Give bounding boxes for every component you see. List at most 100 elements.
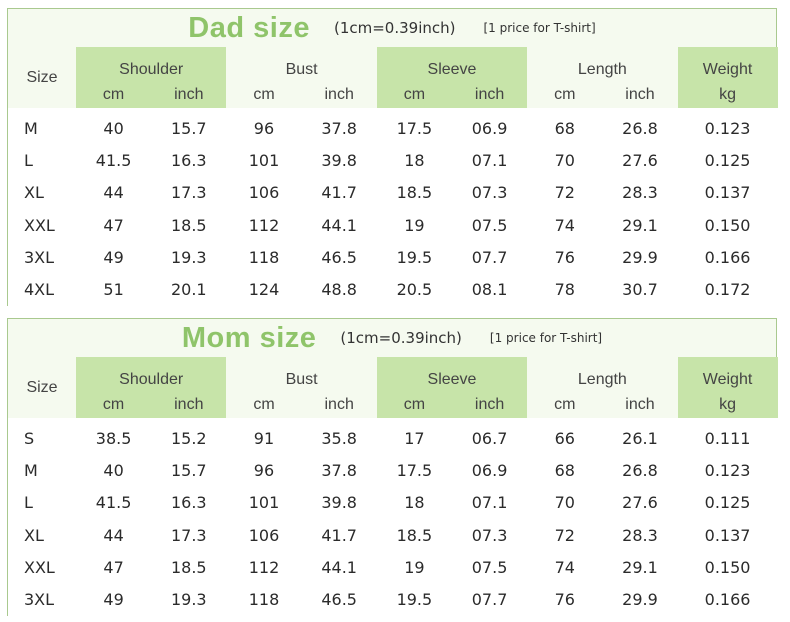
mom-size-chart: Mom size (1cm=0.39inch) [1 price for T-shi… <box>7 318 778 616</box>
measurement-cell: 46.5 <box>301 583 377 616</box>
measurement-cell: 17.3 <box>151 176 227 209</box>
price-note: [1 price for T-shirt] <box>483 21 596 35</box>
measurement-cell: 18.5 <box>151 208 227 242</box>
measurement-cell: 49 <box>76 241 152 274</box>
measurement-cell: 30.7 <box>602 273 678 306</box>
measurement-cell: 70 <box>527 144 603 177</box>
measurement-cell: 26.8 <box>602 108 678 145</box>
price-note: [1 price for T-shirt] <box>489 331 603 345</box>
measurement-cell: 18.5 <box>151 551 227 584</box>
measurement-cell: 76 <box>527 241 603 274</box>
measurement-cell: 101 <box>226 144 302 177</box>
measurement-cell: 17 <box>376 418 452 455</box>
group-header-shoulder: Shoulder <box>76 47 227 82</box>
table-row: S 38.5 15.2 91 35.8 17 06.7 66 26.1 0.111 <box>8 418 778 455</box>
measurement-cell: 124 <box>226 273 302 306</box>
measurement-cell: 15.7 <box>151 454 227 487</box>
measurement-cell: 06.7 <box>451 418 528 455</box>
measurement-cell: 29.9 <box>602 241 678 274</box>
measurement-cell: 19 <box>376 551 452 584</box>
measurement-cell: 78 <box>527 273 603 306</box>
unit-conversion-note: (1cm=0.39inch) <box>340 329 462 347</box>
measurement-cell: 29.1 <box>602 551 678 584</box>
unit-header: inch <box>301 82 377 108</box>
measurement-cell: 07.1 <box>451 144 528 177</box>
measurement-cell: 46.5 <box>301 241 377 274</box>
measurement-cell: 38.5 <box>76 418 152 455</box>
measurement-cell: 18.5 <box>376 518 452 552</box>
measurement-cell: 19.3 <box>151 241 227 274</box>
unit-header: cm <box>226 82 302 108</box>
measurement-cell: 07.1 <box>451 486 528 519</box>
measurement-cell: 96 <box>226 454 302 487</box>
measurement-cell: 07.7 <box>451 241 528 274</box>
table-row: M 40 15.7 96 37.8 17.5 06.9 68 26.8 0.123 <box>8 454 778 487</box>
measurement-cell: 47 <box>76 208 152 242</box>
size-column-header: Size <box>8 357 76 418</box>
unit-header: cm <box>76 392 152 418</box>
measurement-cell: 51 <box>76 273 152 306</box>
unit-header: inch <box>151 82 227 108</box>
group-header-sleeve: Sleeve <box>376 357 528 392</box>
measurement-cell: 72 <box>527 176 603 209</box>
size-label: XL <box>8 176 76 209</box>
size-label: S <box>8 418 76 455</box>
group-header-sleeve: Sleeve <box>376 47 528 82</box>
measurement-cell: 28.3 <box>602 176 678 209</box>
measurement-cell: 68 <box>527 454 603 487</box>
size-label: M <box>8 454 76 487</box>
measurement-cell: 41.7 <box>301 518 377 552</box>
measurement-cell: 15.2 <box>151 418 227 455</box>
measurement-cell: 0.137 <box>677 176 778 209</box>
measurement-cell: 19.5 <box>376 583 452 616</box>
measurement-cell: 118 <box>226 241 302 274</box>
size-table: Size Shoulder Bust Sleeve Length Weight cm inch… <box>8 357 778 616</box>
measurement-cell: 29.1 <box>602 208 678 242</box>
table-row: XL 44 17.3 106 41.7 18.5 07.3 72 28.3 0.137 <box>8 176 778 209</box>
unit-header: cm <box>76 82 152 108</box>
chart-title: Mom size <box>181 321 317 354</box>
size-label: 3XL <box>8 583 76 616</box>
measurement-cell: 29.9 <box>602 583 678 616</box>
group-header-shoulder: Shoulder <box>76 357 227 392</box>
measurement-cell: 18 <box>376 144 452 177</box>
size-label: L <box>8 486 76 519</box>
measurement-cell: 74 <box>527 551 603 584</box>
unit-header: inch <box>451 392 528 418</box>
measurement-cell: 27.6 <box>602 486 678 519</box>
measurement-cell: 0.111 <box>677 418 778 455</box>
measurement-cell: 40 <box>76 108 152 145</box>
measurement-cell: 20.5 <box>376 273 452 306</box>
measurement-cell: 16.3 <box>151 486 227 519</box>
measurement-cell: 112 <box>226 551 302 584</box>
measurement-cell: 48.8 <box>301 273 377 306</box>
size-label: XXL <box>8 208 76 242</box>
measurement-cell: 37.8 <box>301 108 377 145</box>
measurement-cell: 07.5 <box>451 208 528 242</box>
measurement-cell: 0.137 <box>677 518 778 552</box>
table-row: 3XL 49 19.3 118 46.5 19.5 07.7 76 29.9 0.166 <box>8 241 778 274</box>
measurement-cell: 0.150 <box>677 551 778 584</box>
measurement-cell: 41.5 <box>76 486 152 519</box>
measurement-cell: 15.7 <box>151 108 227 145</box>
measurement-cell: 91 <box>226 418 302 455</box>
group-header-bust: Bust <box>226 357 377 392</box>
size-label: M <box>8 108 76 145</box>
unit-header: cm <box>376 392 452 418</box>
table-row: XL 44 17.3 106 41.7 18.5 07.3 72 28.3 0.137 <box>8 518 778 552</box>
chart-title-row: Dad size (1cm=0.39inch) [1 price for T-shi… <box>8 9 776 47</box>
measurement-cell: 0.172 <box>677 273 778 306</box>
table-row: L 41.5 16.3 101 39.8 18 07.1 70 27.6 0.125 <box>8 486 778 519</box>
measurement-cell: 19 <box>376 208 452 242</box>
measurement-cell: 17.5 <box>376 454 452 487</box>
measurement-cell: 16.3 <box>151 144 227 177</box>
table-row: L 41.5 16.3 101 39.8 18 07.1 70 27.6 0.125 <box>8 144 778 177</box>
group-header-weight: Weight <box>677 357 778 392</box>
measurement-cell: 26.8 <box>602 454 678 487</box>
measurement-cell: 0.123 <box>677 108 778 145</box>
measurement-cell: 37.8 <box>301 454 377 487</box>
measurement-cell: 0.166 <box>677 241 778 274</box>
measurement-cell: 96 <box>226 108 302 145</box>
unit-header: cm <box>226 392 302 418</box>
measurement-cell: 39.8 <box>301 144 377 177</box>
